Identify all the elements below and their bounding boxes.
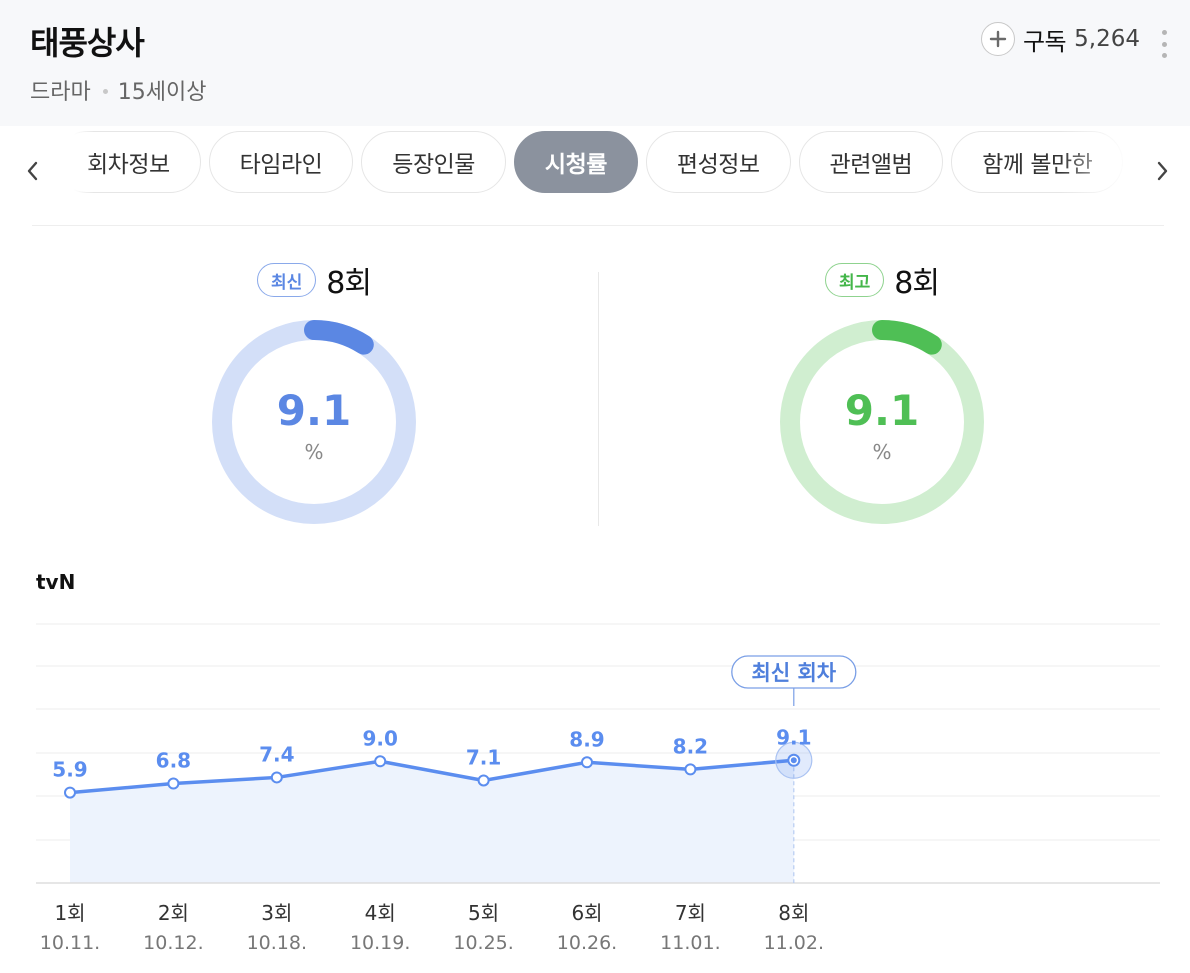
- data-point-7: [684, 763, 697, 776]
- highest-rating-panel: 최고 8회 9.1 %: [732, 258, 1032, 524]
- subscriber-count: 5,264: [1074, 26, 1140, 52]
- data-label-8: 9.1: [776, 725, 811, 749]
- tab-bar: 회차정보 타임라인 등장인물 시청률 편성정보 관련앨범 함께 볼만한: [0, 126, 1190, 202]
- x-tick-date-4: 10.19.: [350, 932, 410, 954]
- data-label-3: 7.4: [259, 742, 294, 766]
- x-tick-date-6: 10.26.: [557, 932, 617, 954]
- latest-ring-progress: [212, 320, 416, 524]
- tab-4[interactable]: 시청률: [513, 131, 638, 193]
- x-tick-date-1: 10.11.: [40, 932, 100, 954]
- highest-rating-header: 최고 8회: [732, 258, 1032, 302]
- highest-rating-ring: [780, 320, 984, 524]
- highlight-tag: [731, 655, 857, 689]
- data-point-2: [167, 777, 180, 790]
- x-tick-date-7: 11.01.: [660, 932, 720, 954]
- x-tick-date-3: 10.18.: [247, 932, 307, 954]
- channel-label: tvN: [36, 570, 76, 594]
- latest-badge: 최신: [257, 263, 317, 297]
- highest-rating-unit: %: [872, 440, 892, 464]
- latest-rating-ring: [212, 320, 416, 524]
- tab-prev-button[interactable]: [20, 156, 44, 186]
- plus-icon: [980, 22, 1015, 56]
- chevron-left-icon: [27, 161, 38, 181]
- tabs-fade-right: [1060, 131, 1130, 197]
- x-tick-episode-7: 7회: [675, 901, 706, 925]
- x-tick-episode-2: 2회: [158, 901, 189, 925]
- program-meta: 드라마 15세이상: [30, 74, 206, 106]
- tab-3[interactable]: 등장인물: [361, 131, 506, 193]
- age-rating-label: 15세이상: [117, 80, 207, 105]
- latest-rating-header: 최신 8회: [164, 258, 464, 302]
- more-options-icon[interactable]: [1156, 30, 1172, 58]
- tab-2[interactable]: 타임라인: [208, 131, 354, 193]
- highest-ring-progress: [780, 320, 984, 524]
- latest-ring-text: 9.1 %: [210, 318, 418, 526]
- x-tick-date-8: 11.02.: [764, 932, 824, 954]
- latest-rating-value: 9.1: [276, 386, 352, 435]
- tab-5[interactable]: 편성정보: [645, 131, 791, 193]
- data-label-1: 5.9: [52, 758, 87, 782]
- x-tick-date-5: 10.25.: [453, 932, 513, 954]
- data-label-2: 6.8: [156, 749, 191, 773]
- data-label-5: 7.1: [466, 745, 501, 769]
- data-label-4: 9.0: [362, 726, 397, 750]
- data-label-6: 8.9: [569, 727, 604, 751]
- series-line: [69, 758, 794, 795]
- tab-1[interactable]: 회차정보: [74, 131, 201, 193]
- highest-rating-value: 9.1: [844, 386, 920, 435]
- genre-label: 드라마: [30, 80, 91, 105]
- series-area: [70, 760, 794, 883]
- latest-episode-label: 8회: [326, 266, 372, 301]
- highlight-tag-label: 최신 회차: [752, 661, 837, 685]
- latest-rating-unit: %: [304, 440, 324, 464]
- tab-next-button[interactable]: [1151, 156, 1175, 186]
- latest-rating-panel: 최신 8회 9.1 %: [164, 258, 464, 524]
- meta-separator: [102, 88, 108, 94]
- data-point-1: [64, 786, 76, 799]
- data-point-3: [270, 771, 283, 784]
- data-point-5: [477, 774, 490, 787]
- data-point-6: [581, 756, 593, 769]
- program-header: 태풍상사 드라마 15세이상 구독 5,264: [0, 0, 1190, 126]
- section-divider: [32, 225, 1164, 226]
- panel-divider: [598, 272, 599, 526]
- x-tick-episode-6: 6회: [571, 901, 602, 925]
- tabs-fade-left: [74, 131, 94, 197]
- subscribe-button[interactable]: 구독 5,264: [980, 20, 1140, 58]
- tabs-viewport: 회차정보 타임라인 등장인물 시청률 편성정보 관련앨범 함께 볼만한: [74, 131, 1130, 197]
- ratings-line-chart: 5.9 1회 10.11. 6.8 2회 10.12. 7.4 3회 10.18. 9.0 4회 10…: [36, 623, 1160, 954]
- chevron-right-icon: [1157, 161, 1168, 181]
- x-tick-episode-3: 3회: [261, 901, 292, 925]
- data-point-core-8: [790, 757, 797, 764]
- highest-badge: 최고: [825, 263, 885, 297]
- program-title: 태풍상사: [30, 24, 145, 62]
- highest-episode-label: 8회: [894, 266, 940, 301]
- x-tick-episode-8: 8회: [778, 901, 809, 925]
- x-tick-episode-4: 4회: [365, 901, 396, 925]
- subscribe-label: 구독: [1022, 27, 1067, 56]
- x-tick-episode-1: 1회: [54, 901, 85, 925]
- tab-6[interactable]: 관련앨범: [798, 131, 944, 193]
- highest-ring-text: 9.1 %: [778, 318, 986, 526]
- data-label-7: 8.2: [673, 734, 708, 758]
- data-point-4: [374, 755, 387, 768]
- x-tick-episode-5: 5회: [468, 901, 499, 925]
- x-tick-date-2: 10.12.: [143, 932, 203, 954]
- tabs-strip: 회차정보 타임라인 등장인물 시청률 편성정보 관련앨범 함께 볼만한: [74, 131, 1124, 193]
